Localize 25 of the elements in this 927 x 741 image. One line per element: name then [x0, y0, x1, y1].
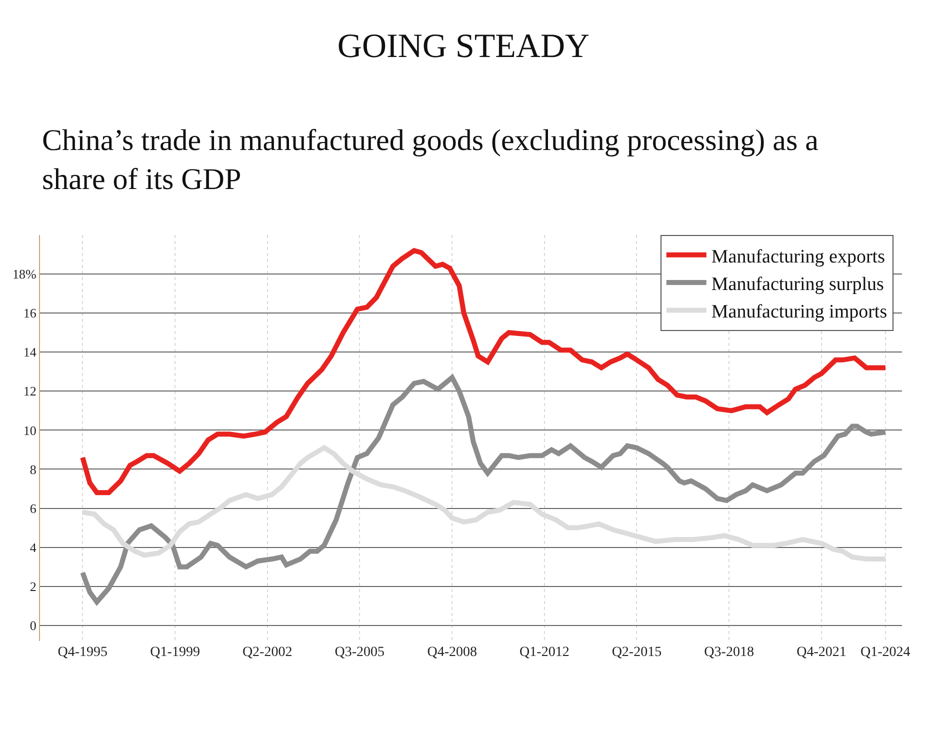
chart-title: GOING STEADY	[337, 28, 590, 66]
x-tick-label: Q1-2024	[860, 645, 910, 660]
x-tick-label: Q3-2018	[704, 645, 754, 660]
y-tick-label: 16	[23, 306, 37, 321]
legend-label: Manufacturing imports	[711, 302, 888, 323]
y-tick-label: 8	[30, 462, 36, 477]
y-tick-label: 14	[23, 344, 37, 360]
x-tick-label: Q1-1999	[150, 645, 200, 660]
x-tick-label: Q2-2002	[242, 645, 292, 660]
y-tick-label: 0	[30, 618, 36, 633]
y-tick-label: 18%	[12, 266, 37, 282]
x-tick-label: Q3-2005	[334, 645, 385, 660]
y-tick-label: 12	[23, 384, 36, 399]
x-tick-label: Q2-2015	[612, 645, 662, 660]
legend-label: Manufacturing exports	[711, 246, 885, 268]
y-tick-label: 10	[23, 422, 36, 438]
x-tick-label: Q4-2008	[427, 645, 477, 660]
y-tick-label: 6	[30, 500, 37, 516]
chart-subtitle: China’s trade in manufactured goods (excluding processing) as a share of its GDP	[42, 124, 818, 196]
x-tick-label: Q4-2021	[796, 645, 846, 660]
y-tick-label: 2	[30, 578, 36, 594]
x-tick-label: Q1-2012	[520, 645, 570, 660]
y-tick-label: 4	[30, 540, 37, 555]
legend-label: Manufacturing surplus	[711, 274, 884, 295]
x-tick-label: Q4-1995	[58, 645, 108, 660]
